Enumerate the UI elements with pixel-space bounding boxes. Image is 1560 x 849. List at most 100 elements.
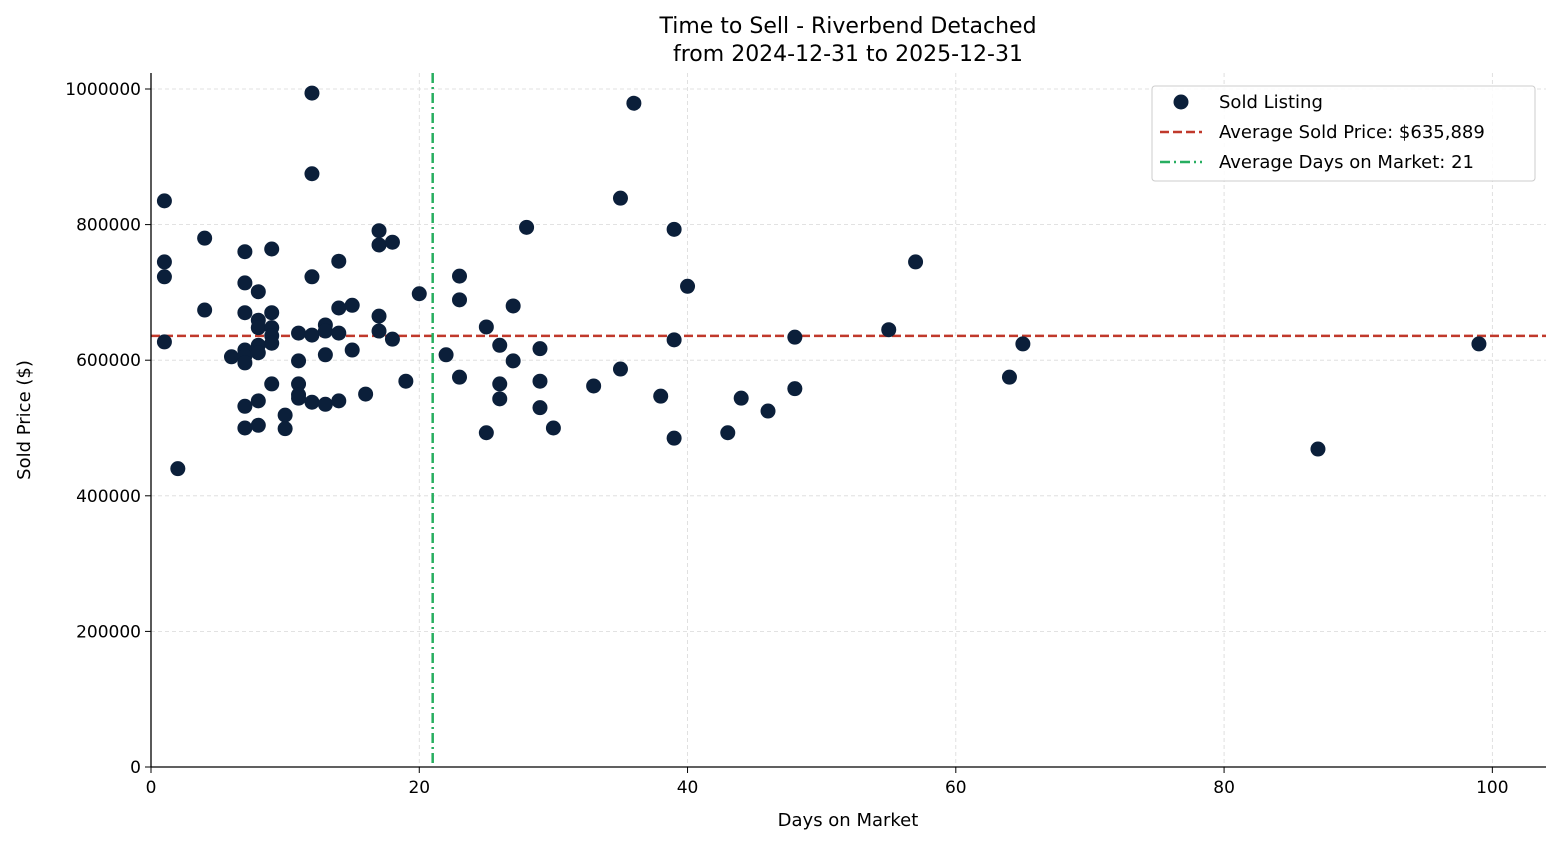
data-point: [492, 337, 508, 353]
data-point: [1310, 441, 1326, 457]
data-point: [1015, 336, 1031, 352]
legend: Sold Listing Average Sold Price: $635,88…: [1151, 85, 1536, 182]
data-point: [398, 373, 414, 389]
data-point: [787, 381, 803, 397]
x-tick-label: 40: [677, 778, 699, 798]
data-point: [277, 407, 293, 423]
data-point: [237, 355, 253, 371]
y-tick-label: 200000: [76, 622, 141, 642]
data-point: [760, 403, 776, 419]
data-point: [478, 425, 494, 441]
data-point: [612, 361, 628, 377]
data-point: [250, 345, 266, 361]
data-point: [344, 342, 360, 358]
data-point: [680, 278, 696, 294]
data-point: [304, 166, 320, 182]
data-point: [304, 327, 320, 343]
data-point: [666, 221, 682, 237]
data-point: [304, 394, 320, 410]
data-point: [277, 421, 293, 437]
data-point: [532, 400, 548, 416]
reference-lines: [151, 73, 1546, 767]
data-point: [720, 425, 736, 441]
data-point: [331, 325, 347, 341]
data-point: [532, 373, 548, 389]
data-point: [505, 298, 521, 314]
data-point: [438, 347, 454, 363]
chart-subtitle: from 2024-12-31 to 2025-12-31: [673, 42, 1023, 67]
data-point: [250, 284, 266, 300]
y-tick-label: 600000: [76, 351, 141, 371]
data-point: [411, 286, 427, 302]
data-point: [384, 331, 400, 347]
data-point: [358, 386, 374, 402]
data-point: [264, 335, 280, 351]
data-point: [881, 322, 897, 338]
axis-ticks: 0 20 40 60 80 100 0 200000 400000 600000 800000 100…: [65, 80, 1508, 798]
x-axis-label: Days on Market: [778, 810, 919, 831]
data-point: [264, 376, 280, 392]
data-point: [384, 234, 400, 250]
data-point: [264, 241, 280, 257]
data-point: [612, 190, 628, 206]
data-point: [291, 353, 307, 369]
data-point: [237, 398, 253, 414]
data-point: [452, 292, 468, 308]
data-point: [492, 391, 508, 407]
data-point: [317, 323, 333, 339]
data-point: [787, 329, 803, 345]
data-point: [666, 332, 682, 348]
legend-label-points: Sold Listing: [1219, 92, 1323, 113]
data-point: [223, 349, 239, 365]
y-tick-label: 400000: [76, 487, 141, 507]
legend-label-avg-days: Average Days on Market: 21: [1219, 152, 1474, 173]
data-point: [371, 308, 387, 324]
data-point: [197, 230, 213, 246]
data-point: [666, 430, 682, 446]
data-point: [237, 420, 253, 436]
data-point: [733, 390, 749, 406]
y-tick-label: 800000: [76, 216, 141, 236]
data-point: [250, 320, 266, 336]
data-point: [156, 254, 172, 270]
data-point: [237, 275, 253, 291]
data-point: [532, 341, 548, 357]
data-point: [1471, 336, 1487, 352]
data-point: [291, 390, 307, 406]
data-point: [264, 305, 280, 321]
data-point: [250, 417, 266, 433]
data-point: [331, 253, 347, 269]
data-point: [317, 347, 333, 363]
data-point: [331, 393, 347, 409]
y-tick-label: 1000000: [65, 80, 141, 100]
data-point: [371, 223, 387, 239]
data-point: [304, 269, 320, 285]
x-tick-label: 60: [945, 778, 967, 798]
legend-marker-points: [1173, 94, 1189, 110]
data-point: [492, 376, 508, 392]
y-tick-label: 0: [130, 758, 141, 778]
data-point: [452, 369, 468, 385]
data-point: [291, 376, 307, 392]
data-point: [197, 302, 213, 318]
data-point: [237, 305, 253, 321]
data-point: [250, 393, 266, 409]
data-point: [156, 269, 172, 285]
data-point: [586, 378, 602, 394]
data-point: [317, 396, 333, 412]
data-point: [478, 319, 494, 335]
data-point: [304, 85, 320, 101]
x-tick-label: 20: [408, 778, 430, 798]
data-point: [908, 254, 924, 270]
data-point: [291, 325, 307, 341]
data-point: [371, 237, 387, 253]
data-point: [237, 244, 253, 260]
x-tick-label: 100: [1476, 778, 1508, 798]
data-point: [344, 297, 360, 313]
data-point: [519, 219, 535, 235]
data-point: [156, 334, 172, 350]
data-point: [452, 268, 468, 284]
y-axis-label: Sold Price ($): [14, 360, 35, 480]
data-point: [170, 461, 186, 477]
